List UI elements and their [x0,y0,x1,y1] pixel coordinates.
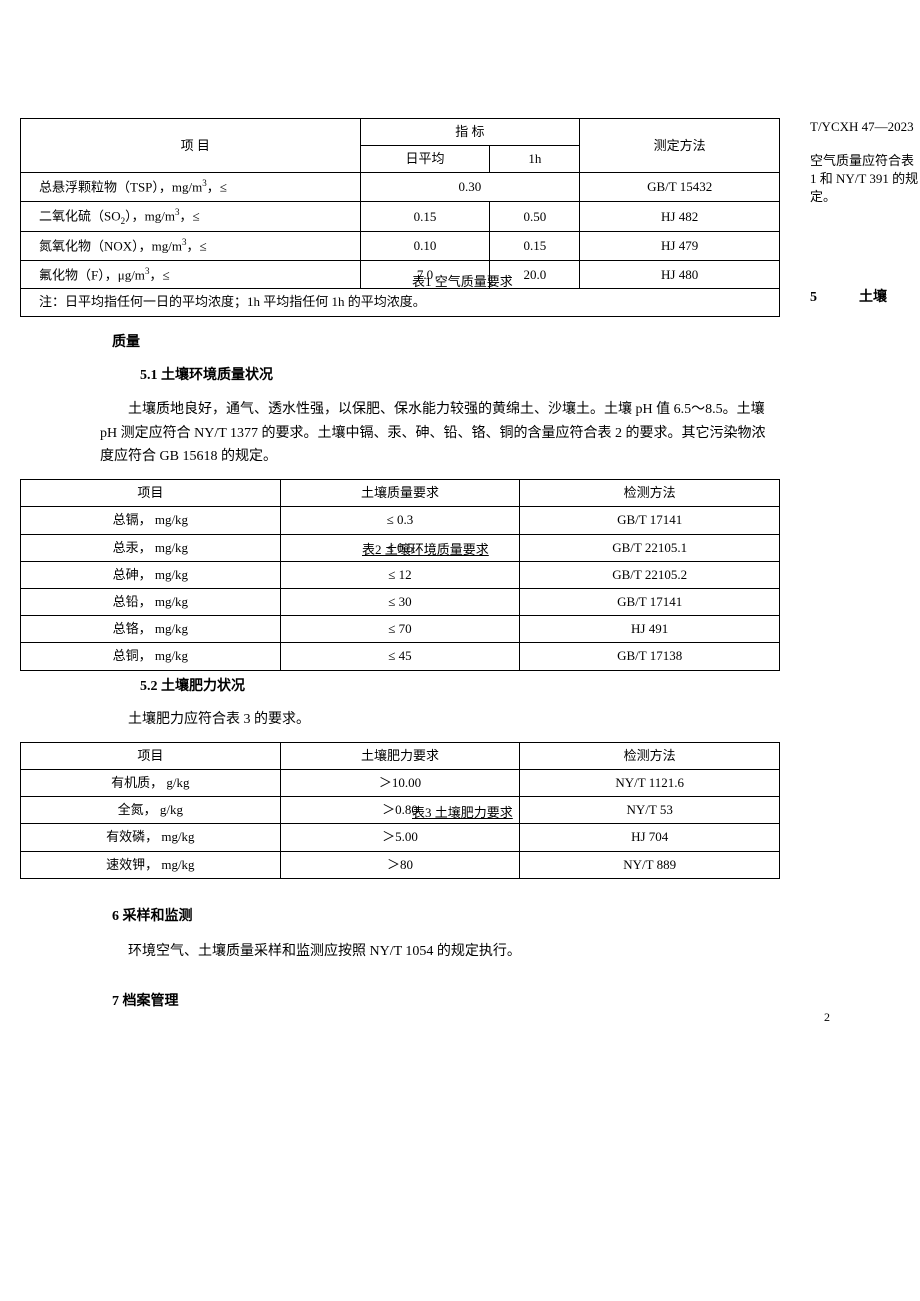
cell-hour: 0.15 [490,232,580,261]
cell-item: 有效磷， mg/kg [21,824,281,851]
cell-req: ≤ 12 [280,561,520,588]
table-row: 总铬， mg/kg ≤ 70 HJ 491 [21,616,780,643]
cell-method: HJ 482 [580,201,780,232]
cell-method: HJ 479 [580,232,780,261]
cell-req: ≤ 45 [280,643,520,670]
air-quality-table: 项 目 指 标 测定方法 日平均 1h 总悬浮颗粒物（TSP），mg/m3，≤ … [20,118,780,317]
soil-fertility-table: 项目 土壤肥力要求 检测方法 有机质， g/kg ＞10.00 NY/T 112… [20,742,780,879]
table-row: 二氧化硫（SO2），mg/m3，≤ 0.15 0.50 HJ 482 [21,201,780,232]
cell-req: ≤ 70 [280,616,520,643]
table1-wrapper: 表1 空气质量要求 项 目 指 标 测定方法 日平均 1h 总悬浮颗粒物（TSP… [20,118,780,317]
soil-quality-table: 项目 土壤质量要求 检测方法 总镉， mg/kg ≤ 0.3 GB/T 1714… [20,479,780,670]
col-header-method: 检测方法 [520,480,780,507]
cell-item: 总铜， mg/kg [21,643,281,670]
cell-item: 二氧化硫（SO2），mg/m3，≤ [21,201,361,232]
cell-item: 总砷， mg/kg [21,561,281,588]
section-6-heading: 6 采样和监测 [112,907,780,927]
table1-caption: 表1 空气质量要求 [410,273,515,291]
col-header-1h: 1h [490,146,580,173]
cell-daily: 0.30 [360,173,580,202]
cell-method: GB/T 15432 [580,173,780,202]
col-header-daily: 日平均 [360,146,490,173]
cell-method: NY/T 889 [520,851,780,878]
section-5-1-heading: 5.1 土壤环境质量状况 [140,366,780,386]
table-row: 总砷， mg/kg ≤ 12 GB/T 22105.2 [21,561,780,588]
table-row: 速效钾， mg/kg ＞80 NY/T 889 [21,851,780,878]
col-header-item: 项 目 [21,119,361,173]
table3-wrapper: 表3 土壤肥力要求 项目 土壤肥力要求 检测方法 有机质， g/kg ＞10.0… [20,742,780,879]
cell-item: 全氮， g/kg [21,797,281,824]
section5-marker: 5 土壤 [810,288,920,308]
cell-method: GB/T 17138 [520,643,780,670]
table-row: 总悬浮颗粒物（TSP），mg/m3，≤ 0.30 GB/T 15432 [21,173,780,202]
cell-req: ≤ 0.3 [280,507,520,534]
cell-hour: 0.50 [490,201,580,232]
cell-item: 总镉， mg/kg [21,507,281,534]
table-header-row: 项目 土壤肥力要求 检测方法 [21,742,780,769]
cell-req: ＞80 [280,851,520,878]
cell-method: NY/T 53 [520,797,780,824]
cell-item: 总铬， mg/kg [21,616,281,643]
cell-method: HJ 480 [580,260,780,289]
cell-req: ≤ 30 [280,588,520,615]
cell-req: ＞10.00 [280,770,520,797]
table-header-row: 项目 土壤质量要求 检测方法 [21,480,780,507]
cell-item: 总悬浮颗粒物（TSP），mg/m3，≤ [21,173,361,202]
cell-daily: 0.10 [360,232,490,261]
cell-req: ＞5.00 [280,824,520,851]
cell-method: GB/T 17141 [520,588,780,615]
section-quality-heading: 质量 [112,333,780,353]
section-7-heading: 7 档案管理 [112,992,780,1012]
standard-code: T/YCXH 47—2023 [810,118,920,136]
cell-item: 速效钾， mg/kg [21,851,281,878]
table-row: 氟化物（F），μg/m3，≤ 7.0 20.0 HJ 480 [21,260,780,289]
cell-method: HJ 704 [520,824,780,851]
section-5-2-heading: 5.2 土壤肥力状况 [140,677,780,697]
cell-item: 氟化物（F），μg/m3，≤ [21,260,361,289]
table-row: 氮氧化物（NOX），mg/m3，≤ 0.10 0.15 HJ 479 [21,232,780,261]
col-header-item: 项目 [21,742,281,769]
table2-caption: 表2 土壤环境质量要求 [360,541,491,559]
cell-method: GB/T 22105.1 [520,534,780,561]
cell-item: 总汞， mg/kg [21,534,281,561]
col-header-method: 检测方法 [520,742,780,769]
cell-method: GB/T 22105.2 [520,561,780,588]
col-header-indicator: 指 标 [360,119,580,146]
cell-item: 总铅， mg/kg [21,588,281,615]
table-note-row: 注：日平均指任何一日的平均浓度；1h 平均指任何 1h 的平均浓度。 [21,289,780,316]
air-quality-side-note: 空气质量应符合表 1 和 NY/T 391 的规定。 [810,152,920,207]
col-header-req: 土壤肥力要求 [280,742,520,769]
page-number: 2 [824,1009,830,1026]
cell-item: 有机质， g/kg [21,770,281,797]
section-6-paragraph: 环境空气、土壤质量采样和监测应按照 NY/T 1054 的规定执行。 [100,940,770,964]
table-row: 有机质， g/kg ＞10.00 NY/T 1121.6 [21,770,780,797]
table2-wrapper: 表2 土壤环境质量要求 项目 土壤质量要求 检测方法 总镉， mg/kg ≤ 0… [20,479,780,670]
col-header-req: 土壤质量要求 [280,480,520,507]
table-note: 注：日平均指任何一日的平均浓度；1h 平均指任何 1h 的平均浓度。 [21,289,780,316]
cell-method: NY/T 1121.6 [520,770,780,797]
table-row: 总铅， mg/kg ≤ 30 GB/T 17141 [21,588,780,615]
cell-daily: 0.15 [360,201,490,232]
col-header-item: 项目 [21,480,281,507]
cell-method: GB/T 17141 [520,507,780,534]
section-5-1-paragraph: 土壤质地良好，通气、透水性强，以保肥、保水能力较强的黄绵土、沙壤土。土壤 pH … [100,398,770,469]
table-row: 全氮， g/kg ＞0.80 NY/T 53 [21,797,780,824]
section-5-2-paragraph: 土壤肥力应符合表 3 的要求。 [100,708,770,732]
table-row: 总铜， mg/kg ≤ 45 GB/T 17138 [21,643,780,670]
cell-item: 氮氧化物（NOX），mg/m3，≤ [21,232,361,261]
table3-caption: 表3 土壤肥力要求 [410,804,515,822]
table-row: 有效磷， mg/kg ＞5.00 HJ 704 [21,824,780,851]
cell-method: HJ 491 [520,616,780,643]
col-header-method: 测定方法 [580,119,780,173]
table-row: 总镉， mg/kg ≤ 0.3 GB/T 17141 [21,507,780,534]
table-header-row: 项 目 指 标 测定方法 [21,119,780,146]
